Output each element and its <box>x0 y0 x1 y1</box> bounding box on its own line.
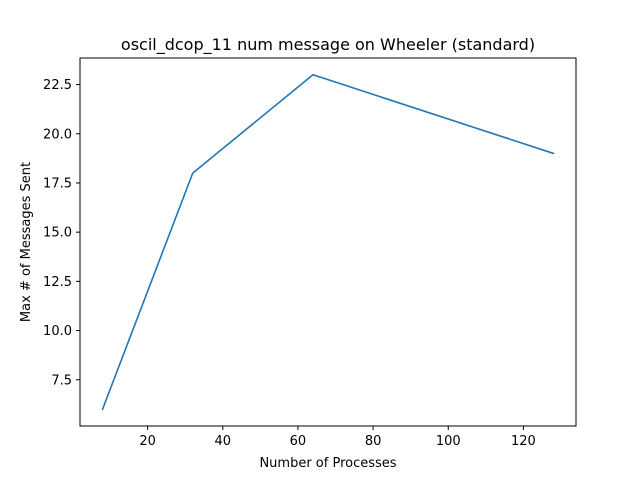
x-axis: 20 40 60 80 100 120 <box>139 426 536 449</box>
y-tick-label: 12.5 <box>43 275 72 290</box>
y-axis-label: Max # of Messages Sent <box>19 162 34 322</box>
y-tick-label: 20.0 <box>43 127 72 142</box>
plot-frame <box>79 57 577 427</box>
series-layer <box>101 73 555 411</box>
plot-background <box>80 58 576 426</box>
x-tick-label: 60 <box>290 434 307 449</box>
y-tick-label: 7.5 <box>51 373 72 388</box>
chart-title: oscil_dcop_11 num message on Wheeler (st… <box>121 35 535 55</box>
x-tick-label: 120 <box>511 434 536 449</box>
x-axis-label: Number of Processes <box>259 456 396 471</box>
plot-area <box>80 58 576 426</box>
y-tick-label: 22.5 <box>43 78 72 93</box>
y-tick-label: 15.0 <box>43 226 72 241</box>
x-tick-label: 100 <box>436 434 461 449</box>
x-tick-label: 40 <box>215 434 232 449</box>
series-line <box>101 73 555 411</box>
x-tick-label: 20 <box>139 434 156 449</box>
y-axis: 7.5 10.0 12.5 15.0 17.5 20.0 22.5 <box>43 78 80 388</box>
x-tick-label: 80 <box>365 434 382 449</box>
y-tick-label: 10.0 <box>43 324 72 339</box>
y-tick-label: 17.5 <box>43 176 72 191</box>
